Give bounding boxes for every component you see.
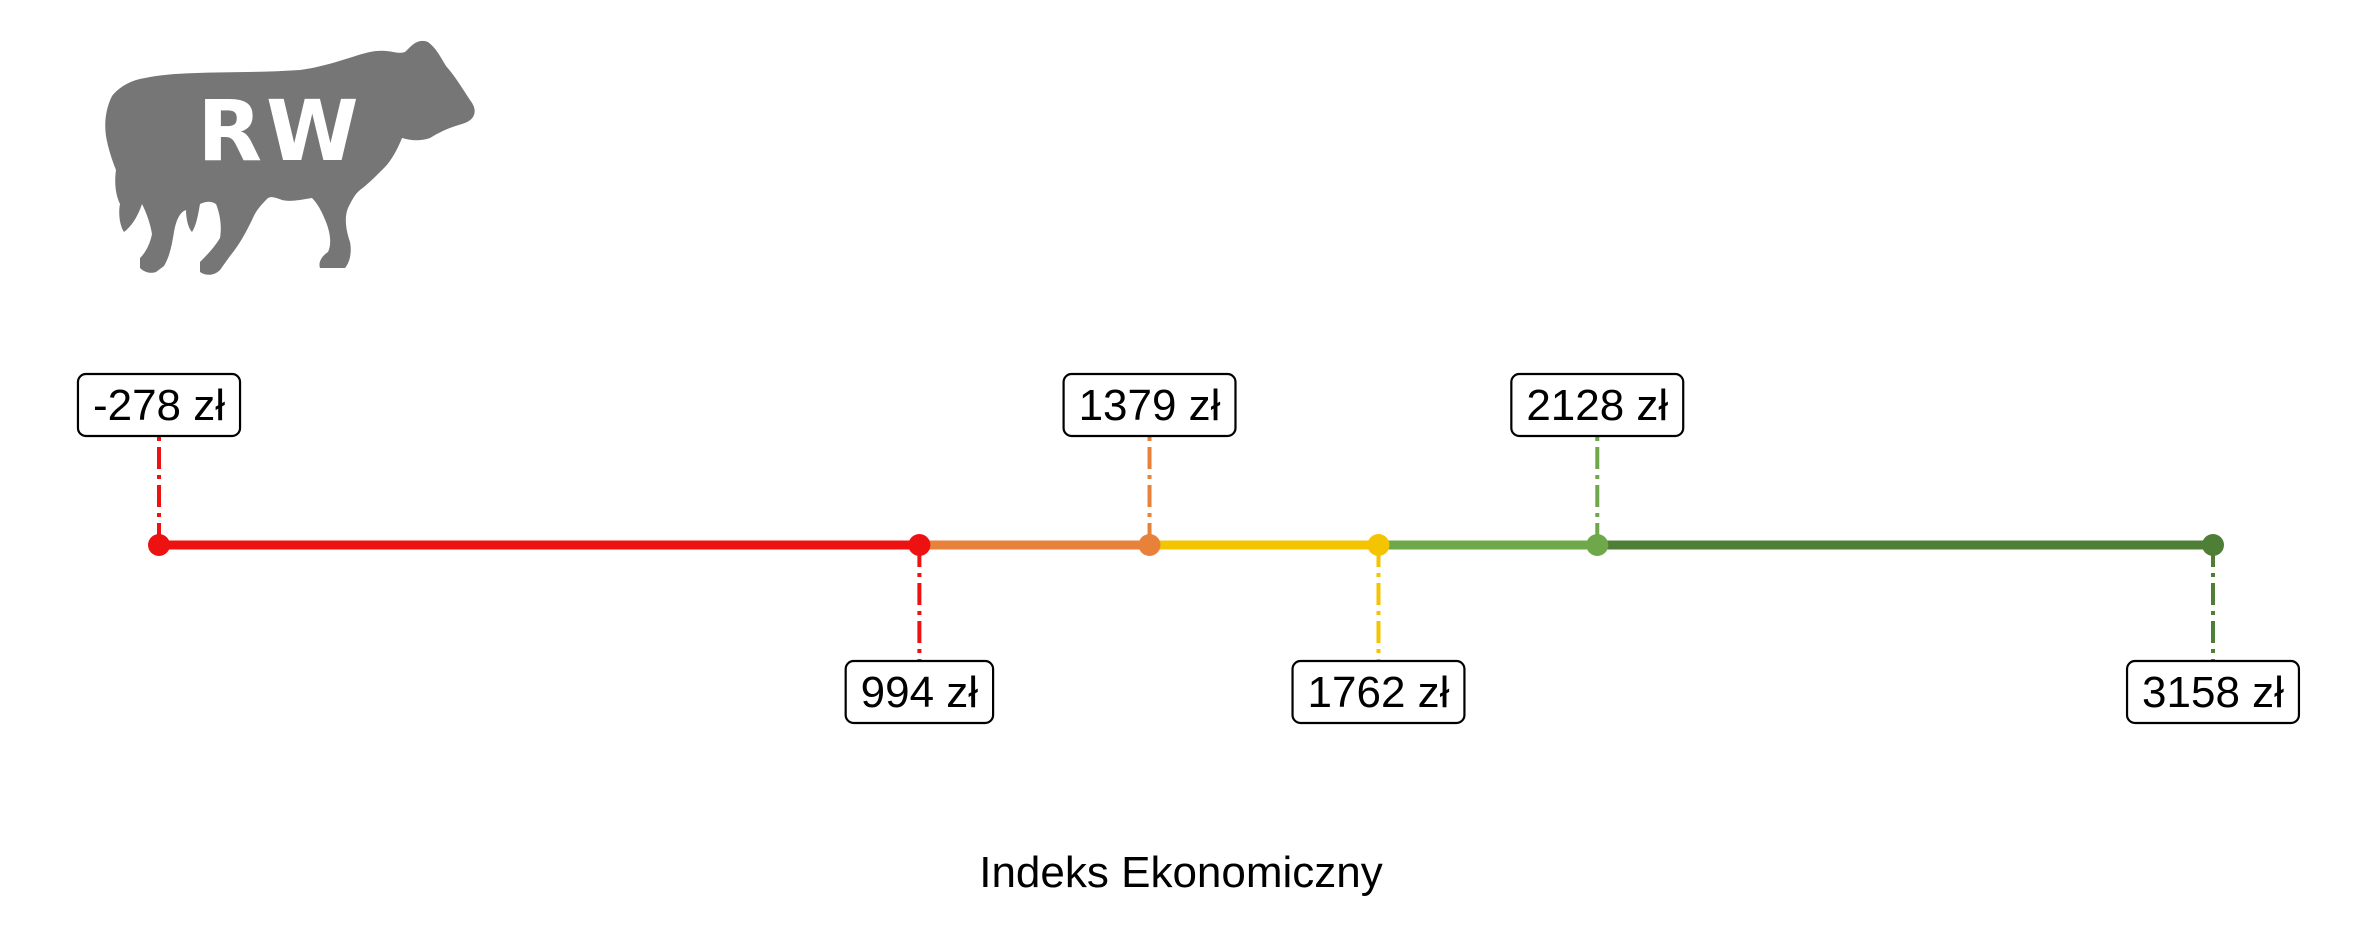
value-label-box: [844, 659, 995, 725]
value-label-4: 2128 zł: [1510, 372, 1685, 438]
value-label-3: 1762 zł: [1291, 659, 1466, 725]
x-axis-title: Indeks Ekonomiczny: [979, 848, 1383, 897]
logo-text: RW: [197, 82, 362, 180]
value-label-1: 994 zł: [844, 659, 995, 725]
value-label-text: -278 zł: [93, 381, 225, 430]
value-label-box: [1510, 372, 1685, 438]
value-label-box: [76, 372, 242, 438]
value-label-text: 2128 zł: [1526, 381, 1668, 430]
data-point-4: [1586, 534, 1609, 556]
value-label-box: [2125, 659, 2301, 725]
value-label-box: [1291, 659, 1466, 725]
cow-logo: RW: [105, 40, 475, 275]
data-point-1: [908, 534, 931, 556]
data-point-3: [1367, 534, 1390, 556]
value-label-5: 3158 zł: [2125, 659, 2301, 725]
data-point-5: [2202, 534, 2224, 556]
value-label-text: 1762 zł: [1308, 668, 1450, 717]
value-label-text: 1379 zł: [1079, 381, 1221, 430]
cow-silhouette-icon: [105, 40, 475, 275]
data-point-0: [148, 534, 170, 556]
data-point-2: [1138, 534, 1161, 556]
value-label-text: 3158 zł: [2142, 668, 2284, 717]
value-label-box: [1062, 372, 1237, 438]
value-label-text: 994 zł: [861, 668, 979, 717]
value-label-0: -278 zł: [76, 372, 242, 438]
value-label-2: 1379 zł: [1062, 372, 1237, 438]
